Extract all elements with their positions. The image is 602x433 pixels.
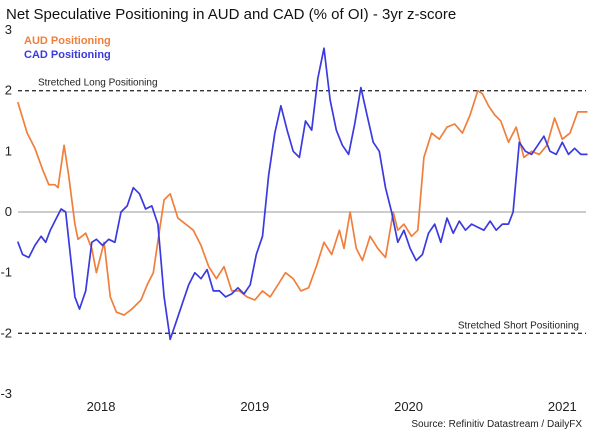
x-tick-label: 2018	[87, 399, 116, 414]
series-lines	[17, 47, 588, 341]
series-line-cad	[17, 47, 588, 341]
series-line-aud	[17, 89, 588, 316]
y-tick-label: -3	[0, 386, 12, 401]
reference-line-label-0: Stretched Long Positioning	[38, 78, 158, 89]
y-tick-label: -2	[0, 325, 12, 340]
chart-title: Net Speculative Positioning in AUD and C…	[6, 6, 456, 23]
y-tick-label: 2	[5, 83, 12, 98]
x-axis-ticks: 2018 2019 2020 2021	[87, 399, 577, 414]
y-axis-ticks: 3 2 1 0 -1 -2 -3	[0, 22, 12, 401]
legend-entry-cad: CAD Positioning	[24, 49, 111, 61]
x-tick-label: 2019	[240, 399, 269, 414]
y-tick-label: -1	[0, 265, 12, 280]
legend: AUD Positioning CAD Positioning	[24, 35, 111, 61]
reference-line-label-2: Stretched Short Positioning	[458, 320, 579, 331]
x-tick-label: 2021	[548, 399, 577, 414]
legend-entry-aud: AUD Positioning	[24, 35, 111, 47]
y-tick-label: 0	[5, 204, 12, 219]
source-note: Source: Refinitiv Datastream / DailyFX	[411, 419, 582, 430]
x-tick-label: 2020	[394, 399, 423, 414]
reference-lines: Stretched Long Positioning Stretched Shor…	[18, 78, 586, 334]
y-tick-label: 1	[5, 143, 12, 158]
y-tick-label: 3	[5, 22, 12, 37]
